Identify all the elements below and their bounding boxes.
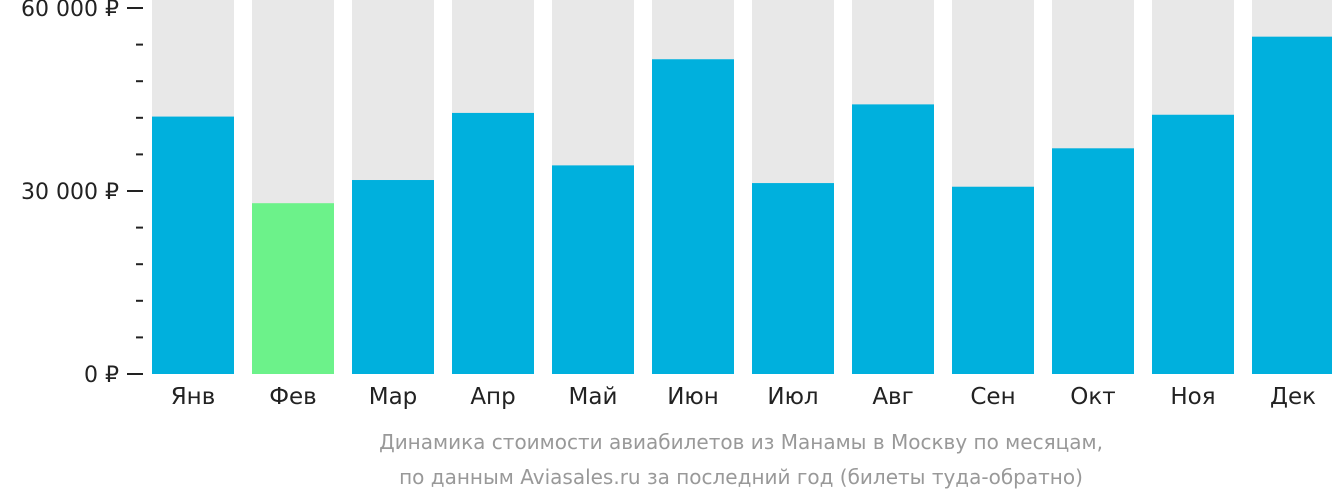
bar-0 [152,116,234,374]
bar-9 [1052,148,1134,374]
bar-4 [552,165,634,374]
x-tick-label: Май [569,384,618,410]
y-tick-label: 0 ₽ [84,363,119,388]
y-axis: 0 ₽ 30 000 ₽ 60 000 ₽ [21,0,143,388]
x-tick-label: Окт [1070,384,1115,410]
x-tick-label: Авг [872,384,913,410]
x-tick-label: Янв [171,384,216,410]
bar-2 [352,180,434,374]
chart-caption-line-1: Динамика стоимости авиабилетов из Манамы… [379,430,1103,454]
bar-6 [752,183,834,374]
x-tick-label: Июн [667,384,719,410]
bar-1 [252,203,334,374]
x-tick-label: Апр [470,384,515,410]
bar-5 [652,59,734,375]
x-axis: Янв Фев Мар Апр Май Июн Июл Авг Сен Окт Ноя Дек [171,384,1316,410]
x-tick-label: Мар [369,384,418,410]
bar-10 [1152,114,1234,374]
bar-11 [1252,36,1332,375]
y-tick-label: 30 000 ₽ [21,180,119,205]
y-tick-label: 60 000 ₽ [21,0,119,22]
chart-caption-line-2: по данным Aviasales.ru за последний год … [399,465,1083,489]
bar-7 [852,104,934,374]
data-bars [152,36,1332,375]
x-tick-label: Сен [970,384,1015,410]
x-tick-label: Июл [767,384,818,410]
bar-3 [452,112,534,375]
x-tick-label: Ноя [1170,384,1215,410]
bar-8 [952,186,1034,374]
x-tick-label: Фев [269,384,317,410]
x-tick-label: Дек [1270,384,1316,410]
